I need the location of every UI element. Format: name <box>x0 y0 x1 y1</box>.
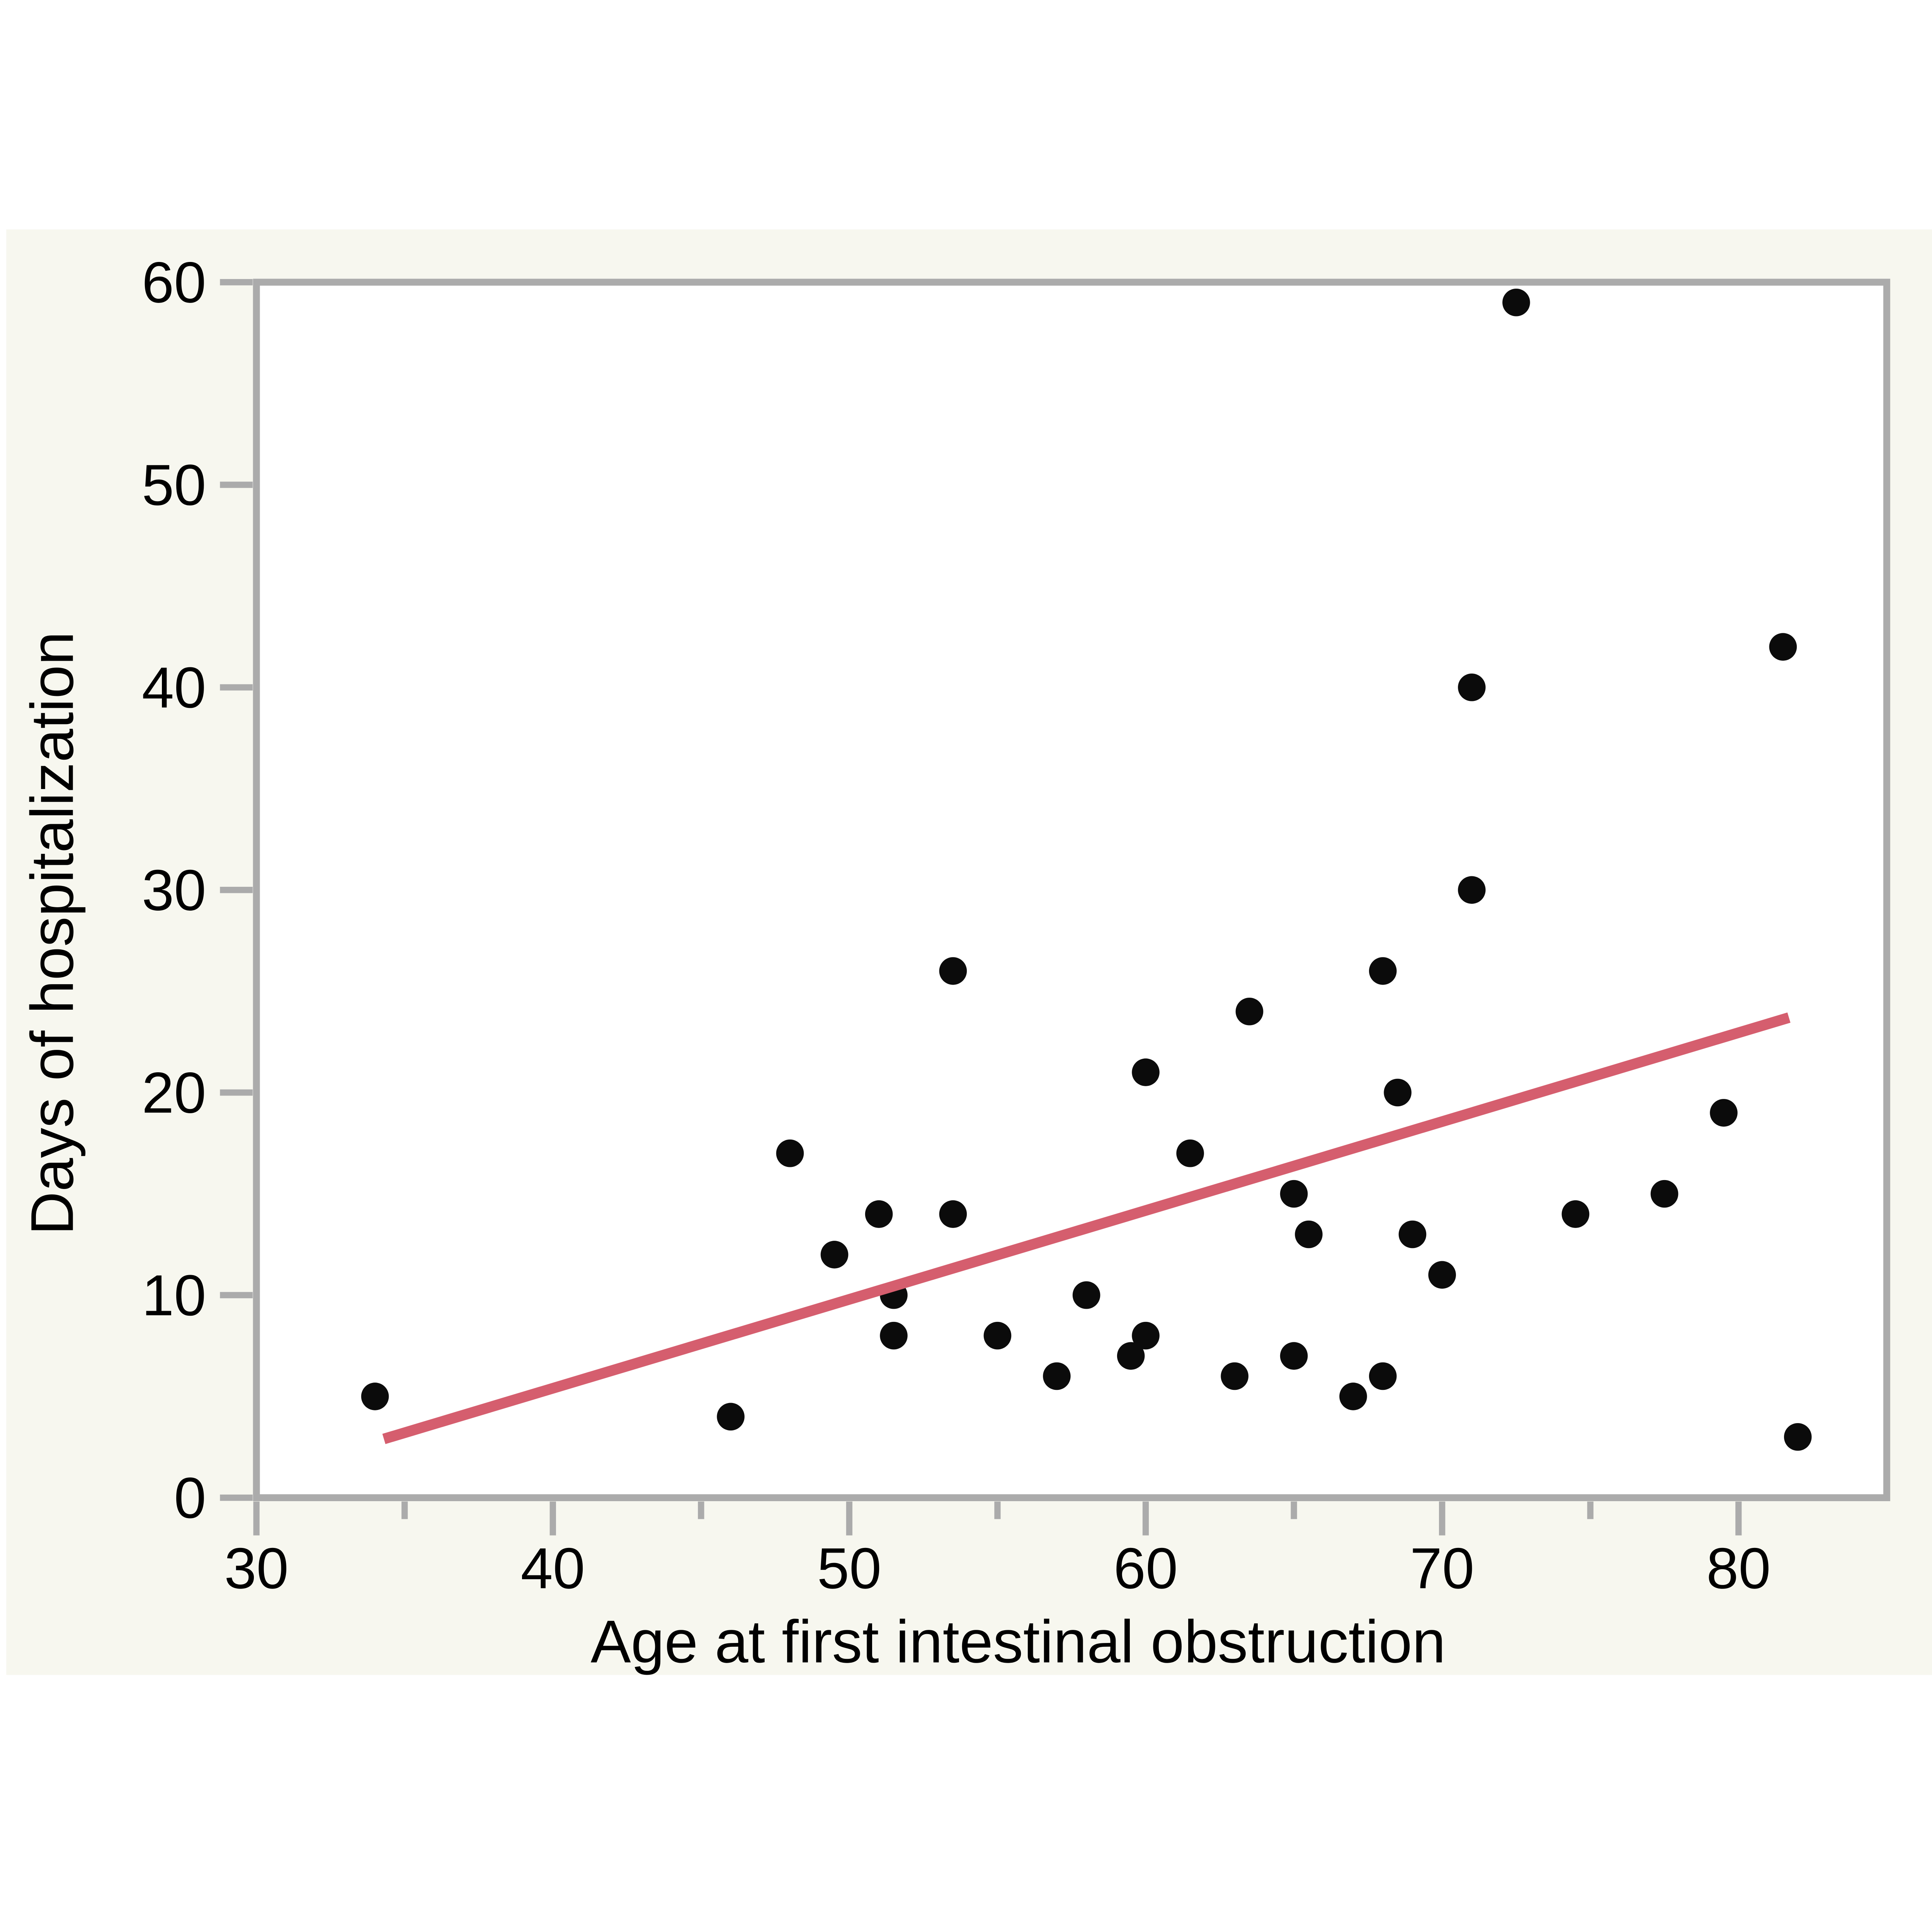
data-point <box>1428 1261 1456 1289</box>
data-point <box>865 1200 893 1228</box>
x-axis-tick-labels: 30 40 50 60 70 80 <box>224 1536 1770 1600</box>
y-tick-label: 0 <box>174 1466 206 1530</box>
y-tick-label: 40 <box>142 655 206 720</box>
data-point <box>1650 1180 1679 1208</box>
data-point <box>939 957 967 985</box>
data-point <box>717 1403 745 1431</box>
x-tick-label: 40 <box>521 1536 585 1600</box>
y-tick-label: 10 <box>142 1263 206 1328</box>
data-point <box>1280 1342 1308 1370</box>
y-tick-label: 30 <box>142 858 206 922</box>
data-point <box>1458 673 1486 701</box>
trend-line <box>382 1012 1791 1444</box>
data-point <box>1710 1099 1738 1127</box>
data-point <box>1132 1058 1160 1086</box>
y-tick-label: 50 <box>142 453 206 517</box>
x-tick-label: 70 <box>1410 1536 1474 1600</box>
data-point <box>1561 1200 1590 1228</box>
data-point <box>361 1383 389 1410</box>
data-point <box>1369 957 1397 985</box>
data-point <box>1235 997 1264 1026</box>
data-point <box>1132 1321 1160 1350</box>
data-point <box>1339 1383 1367 1410</box>
data-point <box>1043 1362 1071 1390</box>
data-point <box>1384 1078 1412 1107</box>
data-point <box>1221 1362 1248 1390</box>
data-point <box>1369 1362 1397 1390</box>
x-axis-ticks <box>253 1501 1742 1536</box>
data-point <box>1117 1342 1145 1370</box>
x-tick-label: 60 <box>1114 1536 1178 1600</box>
x-tick-label: 50 <box>817 1536 881 1600</box>
y-axis-title: Days of hospitalization <box>19 631 86 1235</box>
data-point <box>1280 1180 1308 1208</box>
data-point <box>1784 1423 1812 1451</box>
y-axis-tick-labels: 0 10 20 30 40 50 60 <box>142 250 206 1530</box>
y-tick-label: 20 <box>142 1061 206 1125</box>
x-axis-title: Age at first intestinal obstruction <box>591 1608 1446 1675</box>
x-tick-label: 30 <box>224 1536 288 1600</box>
data-point <box>1769 633 1797 661</box>
data-point <box>880 1321 908 1350</box>
data-points <box>361 288 1812 1451</box>
y-axis-ticks <box>220 279 253 1501</box>
data-point <box>1072 1281 1100 1309</box>
data-point <box>1295 1220 1323 1248</box>
data-point <box>939 1200 967 1228</box>
data-point <box>1176 1139 1204 1167</box>
plot-area <box>253 279 1890 1502</box>
y-tick-label: 60 <box>142 250 206 315</box>
data-point <box>1398 1220 1427 1248</box>
data-point <box>1458 876 1486 904</box>
data-point <box>983 1321 1012 1350</box>
data-point <box>820 1241 849 1269</box>
data-point <box>1502 288 1530 316</box>
data-point <box>776 1139 804 1167</box>
x-tick-label: 80 <box>1706 1536 1770 1600</box>
